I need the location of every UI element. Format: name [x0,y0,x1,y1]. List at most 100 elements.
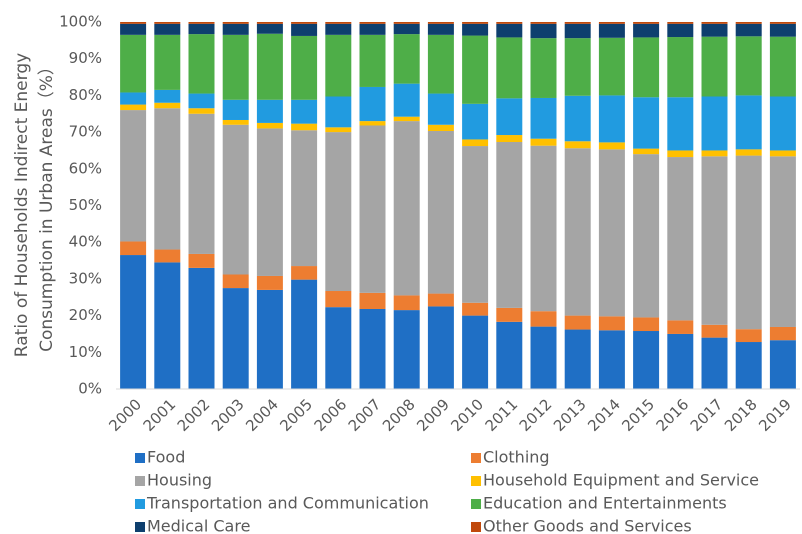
bar-segment [154,22,181,24]
bar-segment [633,37,660,98]
bar-segment [359,23,386,35]
bar-segment [496,142,523,308]
y-tick-label: 50% [69,196,102,214]
bar-segment [769,340,796,389]
y-tick-label: 100% [59,13,102,31]
bar-segment [188,93,215,109]
x-tick-label: 2013 [550,395,590,435]
bar-segment [393,121,420,296]
bar-segment [393,83,420,117]
bar-segment [393,34,420,84]
bar-segment [633,154,660,318]
bar-segment [256,275,283,290]
bar-segment [359,308,386,389]
bar-segment [769,150,796,157]
legend-swatch [135,476,145,486]
bar-segment [222,274,249,289]
bar-segment [530,23,557,39]
bar-segment [325,34,352,97]
bar-segment [496,135,523,143]
bar-segment [427,306,454,389]
bar-segment [735,22,762,24]
bar-segment [462,302,489,316]
bar-segment [120,92,147,105]
bar-segment [701,150,728,157]
x-tick-label: 2008 [379,395,419,435]
bar-segment [701,156,728,325]
bar-segment [701,23,728,37]
bar-segment [256,289,283,389]
bar-segment [735,95,762,150]
bar-segment [735,155,762,330]
bar-segment [256,23,283,34]
bar-segment [496,23,523,38]
bar-segment [222,22,249,24]
bar-segment [427,22,454,24]
bar-segment [427,23,454,35]
bar-segment [256,22,283,24]
bar-segment [222,23,249,35]
bar-segment [325,291,352,308]
bar-segment [427,293,454,307]
legend-swatch [135,499,145,509]
bar-segment [735,149,762,156]
bar-segment [735,329,762,343]
x-tick-label: 2004 [242,395,282,435]
bar-segment [188,253,215,268]
bar-segment [769,156,796,327]
bar-segment [564,315,591,330]
y-tick-label: 0% [78,380,102,398]
bar-segment [256,33,283,100]
bar-segment [564,148,591,316]
legend-label: Food [147,448,185,467]
bar-segment [735,23,762,37]
bar-segment [530,326,557,389]
bar-segment [633,331,660,389]
legend-label: Clothing [483,448,550,467]
bar-segment [667,150,694,158]
bar-segment [359,121,386,126]
x-tick-label: 2016 [653,395,693,435]
bar-segment [325,96,352,128]
legend-label: Housing [147,471,212,490]
x-tick-label: 2019 [755,395,795,435]
bar-segment [633,23,660,38]
bar-segment [393,116,420,122]
x-tick-label: 2014 [584,395,624,435]
bar-segment [769,96,796,151]
bar-segment [154,23,181,35]
y-tick-label: 40% [69,233,102,251]
y-axis-label: Ratio of Households Indirect Energy [12,53,32,357]
y-tick-label: 20% [69,306,102,324]
bar-segment [598,22,625,24]
bar-segment [154,249,181,263]
y-axis-label: Consumption in Urban Areas（%） [37,58,57,352]
bar-segment [393,22,420,24]
legend-label: Education and Entertainments [483,494,727,513]
bar-segment [222,119,249,125]
bar-segment [462,315,489,389]
bar-segment [598,330,625,389]
bar-segment [256,128,283,276]
bar-segment [769,36,796,97]
bar-segment [291,99,318,124]
bar-segment [427,130,454,294]
bar-segment [496,98,523,136]
bar-segment [598,23,625,38]
bar-segment [359,22,386,24]
x-tick-label: 2010 [447,395,487,435]
bar-segment [564,95,591,142]
bar-segment [325,132,352,292]
bar-segment [564,141,591,149]
bar-segment [667,23,694,38]
x-tick-label: 2006 [311,395,351,435]
bar-segment [633,317,660,332]
x-tick-label: 2011 [482,395,522,435]
bar-segment [598,37,625,96]
bar-segment [769,326,796,341]
bar-segment [530,311,557,327]
bar-segment [393,295,420,311]
bar-segment [462,23,489,36]
bar-segment [530,22,557,24]
x-tick-label: 2000 [105,395,145,435]
